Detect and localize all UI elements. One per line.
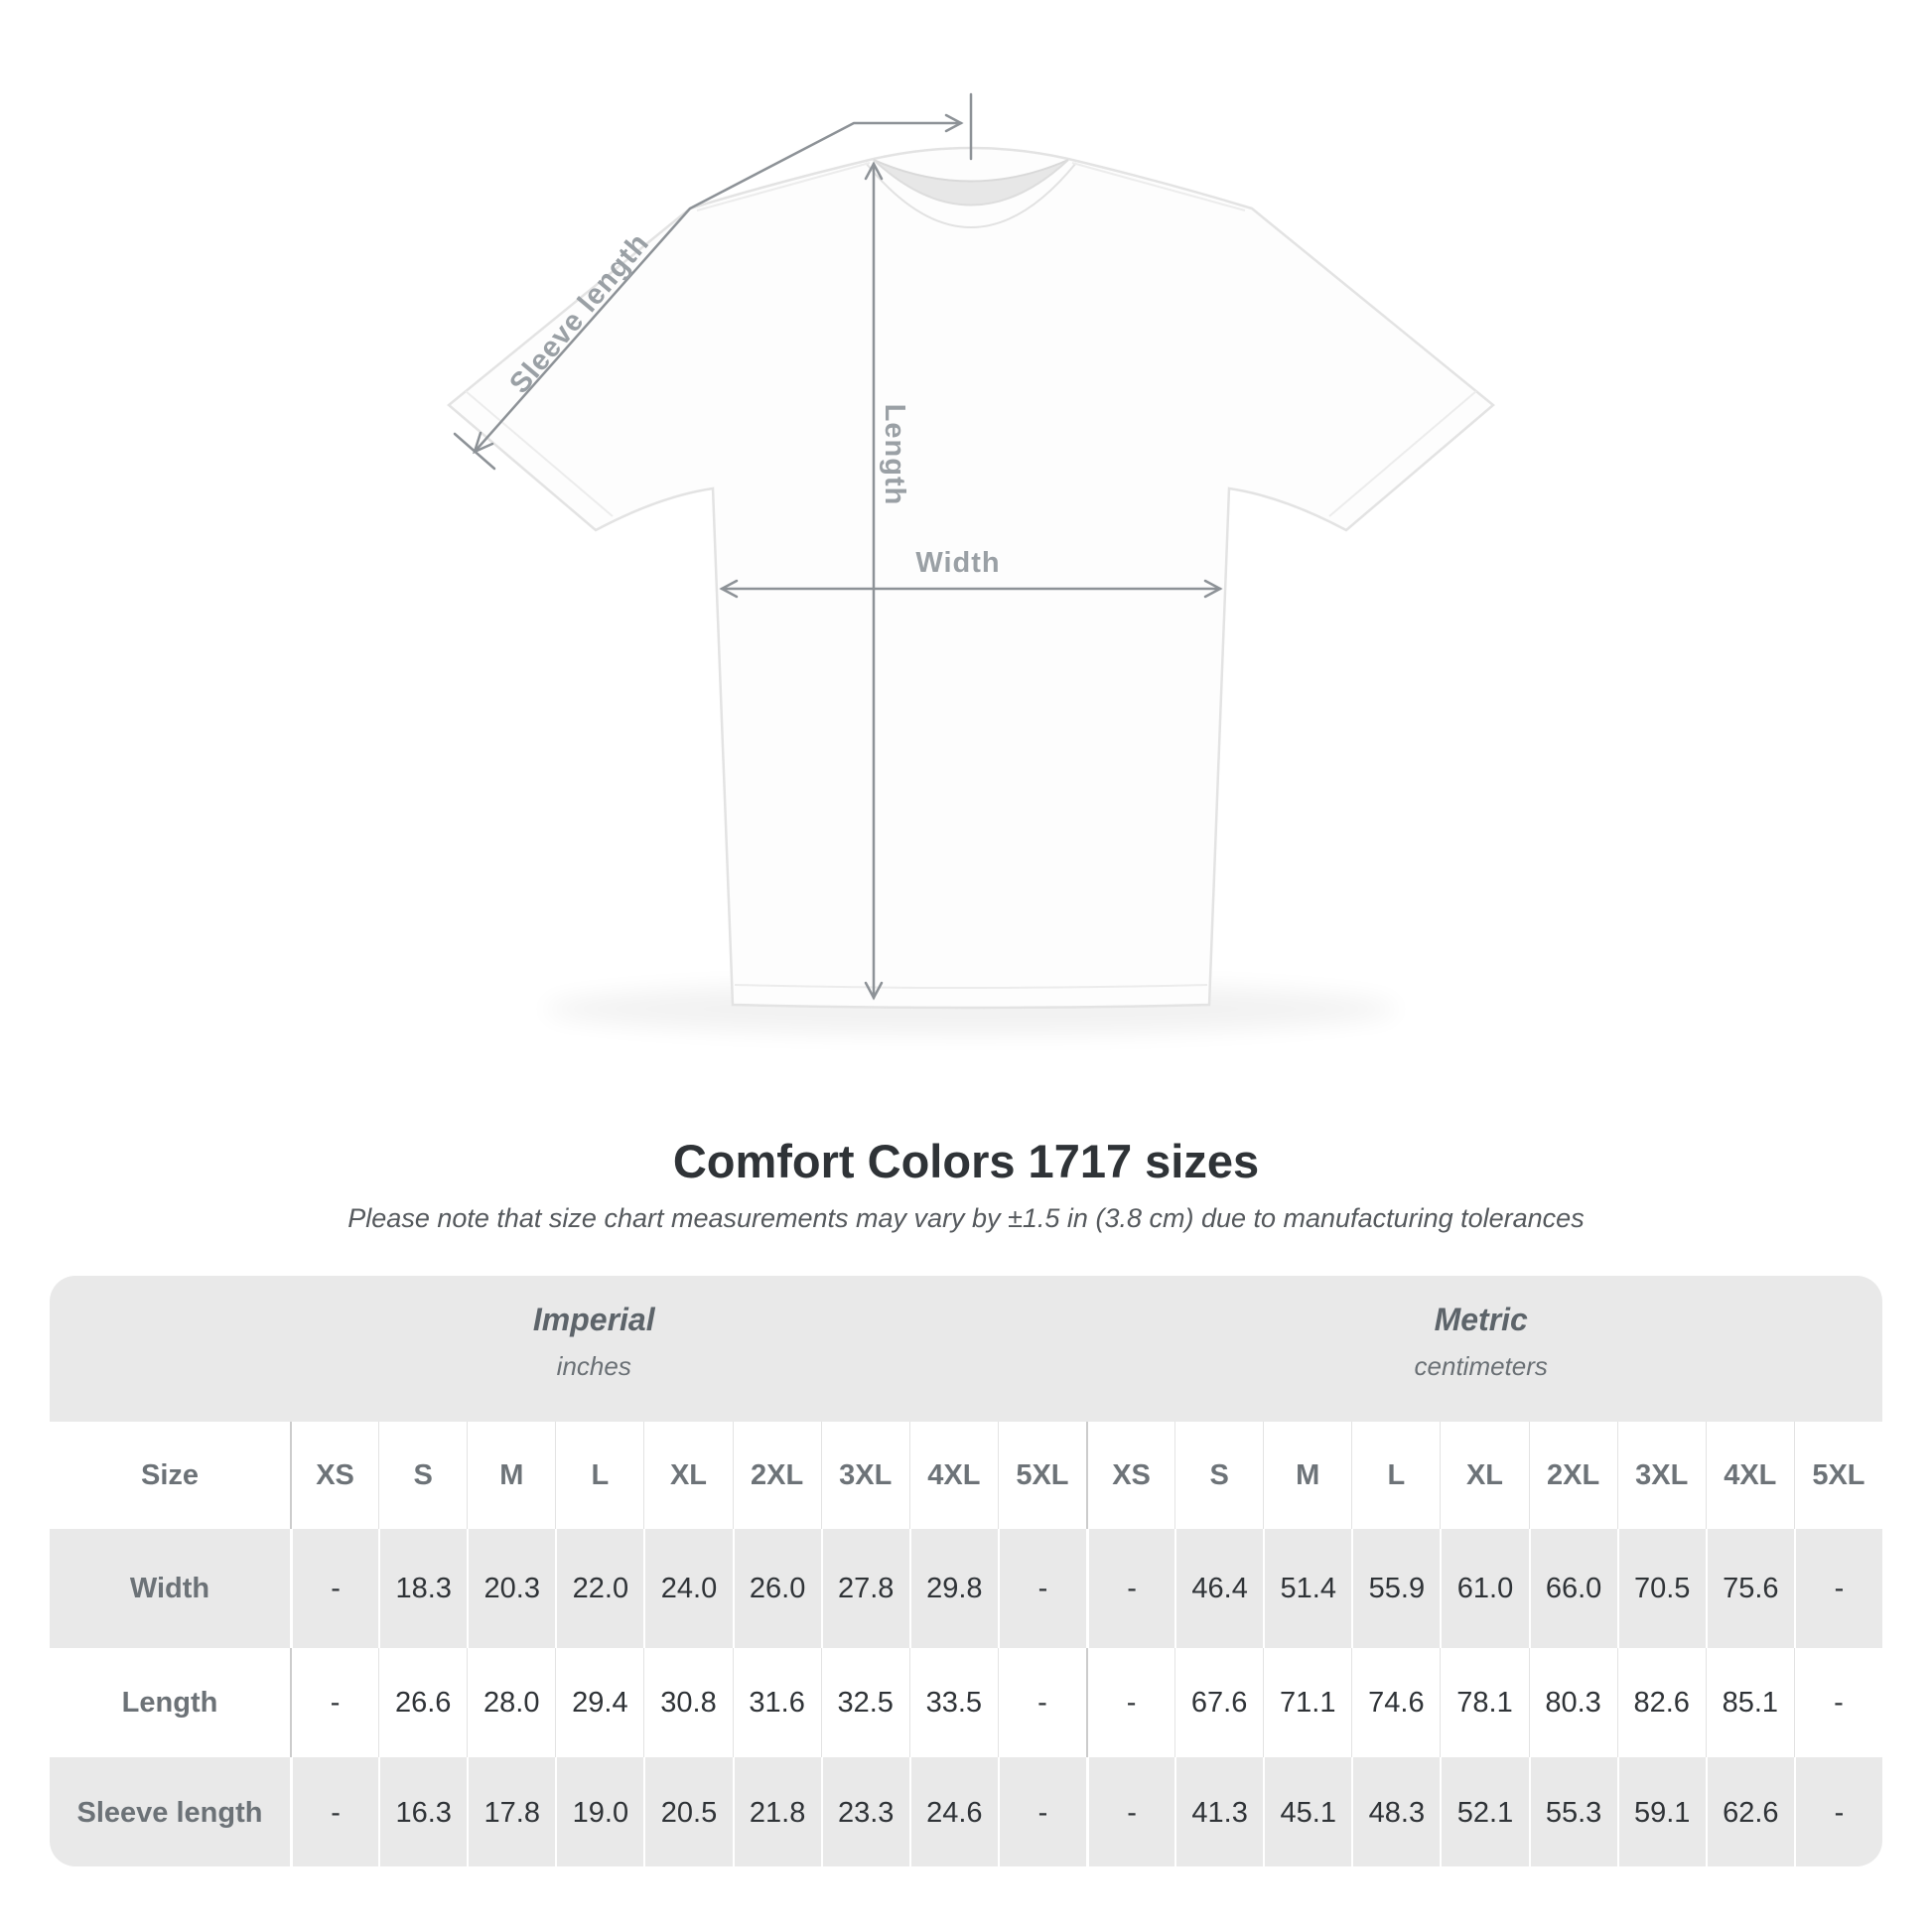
size-column-header: 3XL — [1616, 1422, 1706, 1529]
length-value-cell: - — [997, 1648, 1086, 1757]
width-value-cell: - — [1793, 1529, 1882, 1648]
length-value-cell: 80.3 — [1528, 1648, 1617, 1757]
length-value-cell: 71.1 — [1263, 1648, 1352, 1757]
metric-units-label: centimeters — [1414, 1351, 1548, 1381]
length-value-cell: 67.6 — [1174, 1648, 1264, 1757]
unit-section-band: Imperial inches Metric centimeters — [50, 1276, 1882, 1422]
width-value-cell: 22.0 — [555, 1529, 644, 1648]
sleeve-length-value-cell: 59.1 — [1616, 1757, 1706, 1866]
size-column-header: 3XL — [820, 1422, 909, 1529]
width-value-cell: 55.9 — [1351, 1529, 1441, 1648]
width-value-cell: 51.4 — [1263, 1529, 1352, 1648]
size-column-header: XL — [643, 1422, 733, 1529]
length-value-cell: 31.6 — [732, 1648, 821, 1757]
size-column-header: M — [1263, 1422, 1352, 1529]
width-value-cell: - — [997, 1529, 1086, 1648]
size-column-header: XS — [290, 1422, 379, 1529]
length-value-cell: 32.5 — [820, 1648, 909, 1757]
sleeve-length-arrow — [453, 92, 973, 471]
size-column-header: 4XL — [908, 1422, 998, 1529]
sleeve-length-value-cell: - — [290, 1757, 379, 1866]
width-arrow — [719, 579, 1223, 599]
sleeve-length-value-cell: 16.3 — [378, 1757, 468, 1866]
imperial-section-header: Imperial inches — [533, 1276, 655, 1382]
length-row: Length -26.6 28.0 29.4 30.8 31.6 32.5 33.5- -67… — [50, 1648, 1882, 1757]
length-arrow — [864, 161, 884, 1001]
width-value-cell: 26.0 — [732, 1529, 821, 1648]
tshirt-measurement-diagram: Sleeve length Length Width — [447, 92, 1495, 1035]
tshirt-image — [447, 146, 1495, 1010]
sleeve-length-value-cell: 17.8 — [467, 1757, 556, 1866]
sleeve-length-value-cell: 24.6 — [908, 1757, 998, 1866]
sleeve-length-value-cell: 21.8 — [732, 1757, 821, 1866]
width-value-cell: - — [290, 1529, 379, 1648]
size-column-header: 2XL — [732, 1422, 821, 1529]
sleeve-length-value-cell: 41.3 — [1174, 1757, 1264, 1866]
tolerance-note: Please note that size chart measurements… — [347, 1203, 1585, 1233]
width-row: Width -18.3 20.3 22.0 24.0 26.0 27.8 29.8- -46.… — [50, 1529, 1882, 1648]
sleeve-length-value-cell: 20.5 — [643, 1757, 733, 1866]
size-column-header: M — [467, 1422, 556, 1529]
length-value-cell: 82.6 — [1616, 1648, 1706, 1757]
width-value-cell: 70.5 — [1616, 1529, 1706, 1648]
length-value-cell: 29.4 — [555, 1648, 644, 1757]
width-value-cell: 66.0 — [1528, 1529, 1617, 1648]
size-column-header: 2XL — [1528, 1422, 1617, 1529]
sleeve-length-value-cell: 62.6 — [1705, 1757, 1794, 1866]
size-column-header: L — [555, 1422, 644, 1529]
size-column-header: S — [1174, 1422, 1264, 1529]
length-value-cell: - — [1085, 1648, 1175, 1757]
length-value-cell: 78.1 — [1440, 1648, 1529, 1757]
width-value-cell: 20.3 — [467, 1529, 556, 1648]
imperial-units-label: inches — [556, 1351, 631, 1381]
sleeve-length-value-cell: 52.1 — [1440, 1757, 1529, 1866]
sleeve-length-value-cell: - — [1793, 1757, 1882, 1866]
width-label: Width — [915, 547, 1000, 579]
length-value-cell: - — [1793, 1648, 1882, 1757]
sleeve-length-value-cell: - — [1085, 1757, 1175, 1866]
size-corner-header: Size — [50, 1422, 290, 1529]
sleeve-length-value-cell: 48.3 — [1351, 1757, 1441, 1866]
size-column-header: 5XL — [1793, 1422, 1882, 1529]
size-column-header: L — [1351, 1422, 1441, 1529]
length-value-cell: 74.6 — [1351, 1648, 1441, 1757]
length-value-cell: 85.1 — [1705, 1648, 1794, 1757]
length-value-cell: 26.6 — [378, 1648, 468, 1757]
length-value-cell: 33.5 — [908, 1648, 998, 1757]
size-measurements-table: Size XS S M L XL 2XL 3XL 4XL 5XL XS S M L XL 2XL 3XL 4XL… — [50, 1422, 1882, 1866]
sleeve-length-row: Sleeve length -16.3 17.8 19.0 20.5 21.8 23.3 2… — [50, 1757, 1882, 1866]
width-value-cell: 29.8 — [908, 1529, 998, 1648]
length-value-cell: - — [290, 1648, 379, 1757]
size-column-header: XS — [1085, 1422, 1175, 1529]
width-value-cell: 18.3 — [378, 1529, 468, 1648]
size-column-header: 5XL — [997, 1422, 1086, 1529]
sleeve-length-value-cell: 23.3 — [820, 1757, 909, 1866]
width-value-cell: 27.8 — [820, 1529, 909, 1648]
sleeve-length-row-label: Sleeve length — [50, 1757, 290, 1866]
width-value-cell: 24.0 — [643, 1529, 733, 1648]
imperial-label: Imperial — [532, 1302, 655, 1337]
metric-label: Metric — [1434, 1302, 1528, 1337]
width-row-label: Width — [50, 1529, 290, 1648]
sleeve-length-value-cell: - — [997, 1757, 1086, 1866]
length-value-cell: 28.0 — [467, 1648, 556, 1757]
size-table: Imperial inches Metric centimeters Size … — [50, 1276, 1882, 1866]
width-value-cell: 61.0 — [1440, 1529, 1529, 1648]
width-value-cell: - — [1085, 1529, 1175, 1648]
metric-section-header: Metric centimeters — [1415, 1276, 1548, 1382]
length-label: Length — [879, 404, 910, 506]
page-title: Comfort Colors 1717 sizes — [672, 1135, 1260, 1187]
size-column-header: S — [378, 1422, 468, 1529]
width-value-cell: 75.6 — [1705, 1529, 1794, 1648]
size-column-header: 4XL — [1705, 1422, 1794, 1529]
sleeve-length-value-cell: 45.1 — [1263, 1757, 1352, 1866]
size-header-row: Size XS S M L XL 2XL 3XL 4XL 5XL XS S M L XL 2XL 3XL 4XL… — [50, 1422, 1882, 1529]
size-column-header: XL — [1440, 1422, 1529, 1529]
sleeve-length-value-cell: 55.3 — [1528, 1757, 1617, 1866]
length-value-cell: 30.8 — [643, 1648, 733, 1757]
width-value-cell: 46.4 — [1174, 1529, 1264, 1648]
sleeve-length-value-cell: 19.0 — [555, 1757, 644, 1866]
length-row-label: Length — [50, 1648, 290, 1757]
